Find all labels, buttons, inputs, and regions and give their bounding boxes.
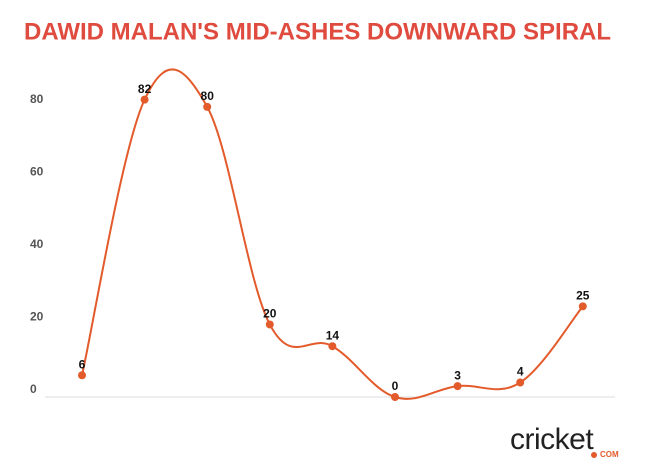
y-tick-label: 60 xyxy=(30,165,44,179)
data-label: 3 xyxy=(454,368,461,382)
y-tick-label: 0 xyxy=(30,382,37,396)
point xyxy=(78,371,86,380)
data-label: 82 xyxy=(138,82,152,96)
data-label: 6 xyxy=(79,357,86,371)
data-label: 0 xyxy=(392,379,399,393)
point xyxy=(516,378,525,387)
data-label: 14 xyxy=(326,328,340,342)
point xyxy=(328,342,337,351)
data-label: 4 xyxy=(517,365,524,379)
y-tick-label: 20 xyxy=(30,310,44,324)
point xyxy=(140,95,149,104)
point xyxy=(453,382,462,391)
point xyxy=(578,302,587,311)
logo-dot xyxy=(591,452,597,458)
point xyxy=(203,102,212,111)
logo-suffix: COM xyxy=(600,450,619,459)
y-tick-label: 40 xyxy=(30,237,44,251)
data-label: 25 xyxy=(576,289,590,303)
y-tick-label: 80 xyxy=(30,92,44,106)
logo: cricket xyxy=(510,423,594,456)
data-label: 20 xyxy=(263,307,277,321)
point xyxy=(391,393,399,401)
point xyxy=(265,320,274,329)
data-label: 80 xyxy=(201,89,215,103)
chart-title: DAWID MALAN'S MID-ASHES DOWNWARD SPIRAL xyxy=(24,18,611,45)
